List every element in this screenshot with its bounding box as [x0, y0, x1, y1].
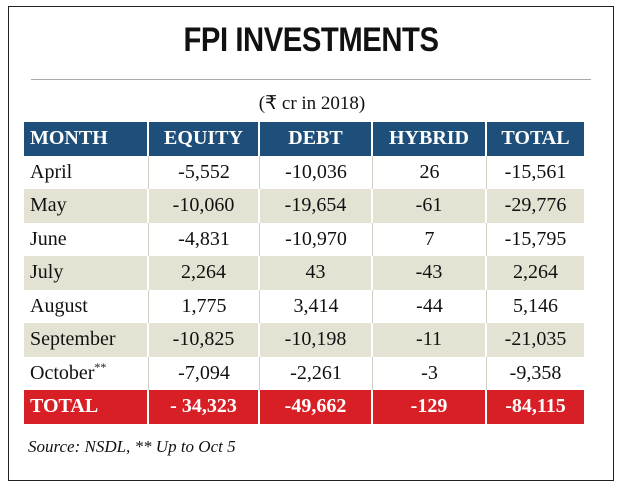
table-row: October** -7,094 -2,261 -3 -9,358 — [24, 356, 584, 390]
table-row: July 2,264 43 -43 2,264 — [24, 256, 584, 290]
cell-hybrid: -61 — [373, 189, 487, 223]
cell-equity: -10,060 — [149, 189, 260, 223]
table-row: September -10,825 -10,198 -11 -21,035 — [24, 323, 584, 357]
cell-hybrid: -43 — [373, 256, 487, 290]
cell-month: June — [24, 222, 149, 256]
cell-equity: 2,264 — [149, 256, 260, 290]
cell-debt: 43 — [260, 256, 373, 290]
chart-subtitle: (₹ cr in 2018) — [258, 93, 366, 114]
cell-month: September — [24, 323, 149, 357]
month-label: September — [30, 328, 116, 351]
cell-debt: -10,036 — [260, 155, 373, 189]
cell-month: October** — [24, 356, 149, 390]
fpi-table: MONTH EQUITY DEBT HYBRID TOTAL April -5,5… — [24, 122, 584, 424]
source-note: Source: NSDL, ** Up to Oct 5 — [28, 437, 236, 456]
cell-total: 2,264 — [487, 256, 584, 290]
total-hybrid: -129 — [373, 390, 487, 424]
month-label: June — [30, 227, 67, 250]
cell-month: May — [24, 189, 149, 223]
cell-debt: 3,414 — [260, 289, 373, 323]
table-row: May -10,060 -19,654 -61 -29,776 — [24, 189, 584, 223]
table-row: August 1,775 3,414 -44 5,146 — [24, 289, 584, 323]
month-label: October — [30, 361, 95, 384]
cell-equity: -5,552 — [149, 155, 260, 189]
cell-equity: -7,094 — [149, 356, 260, 390]
cell-hybrid: 26 — [373, 155, 487, 189]
footnote-marker: ** — [94, 359, 107, 374]
total-equity: - 34,323 — [149, 390, 260, 424]
cell-hybrid: 7 — [373, 222, 487, 256]
title-divider — [31, 79, 591, 80]
table-header-row: MONTH EQUITY DEBT HYBRID TOTAL — [24, 122, 584, 156]
table-row: April -5,552 -10,036 26 -15,561 — [24, 155, 584, 189]
cell-hybrid: -3 — [373, 356, 487, 390]
cell-total: -21,035 — [487, 323, 584, 357]
total-total: -84,115 — [487, 390, 584, 424]
total-label: TOTAL — [24, 390, 149, 424]
cell-equity: -4,831 — [149, 222, 260, 256]
cell-month: August — [24, 289, 149, 323]
month-label: August — [30, 294, 88, 317]
cell-total: -9,358 — [487, 356, 584, 390]
cell-hybrid: -44 — [373, 289, 487, 323]
column-header-equity: EQUITY — [149, 122, 260, 156]
column-header-debt: DEBT — [260, 122, 373, 156]
table-row: June -4,831 -10,970 7 -15,795 — [24, 222, 584, 256]
cell-month: July — [24, 256, 149, 290]
month-label: July — [30, 261, 64, 284]
cell-hybrid: -11 — [373, 323, 487, 357]
chart-title: FPI INVESTMENTS — [183, 21, 439, 59]
month-label: May — [30, 194, 67, 217]
total-debt: -49,662 — [260, 390, 373, 424]
column-header-hybrid: HYBRID — [373, 122, 487, 156]
cell-total: -15,561 — [487, 155, 584, 189]
cell-total: 5,146 — [487, 289, 584, 323]
cell-total: -15,795 — [487, 222, 584, 256]
column-header-month: MONTH — [24, 122, 149, 156]
column-header-total: TOTAL — [487, 122, 584, 156]
table-body: April -5,552 -10,036 26 -15,561 May -10,060 -19… — [24, 155, 584, 390]
cell-debt: -10,970 — [260, 222, 373, 256]
cell-equity: -10,825 — [149, 323, 260, 357]
cell-month: April — [24, 155, 149, 189]
month-label: April — [30, 160, 73, 183]
cell-debt: -10,198 — [260, 323, 373, 357]
cell-total: -29,776 — [487, 189, 584, 223]
cell-debt: -2,261 — [260, 356, 373, 390]
total-row: TOTAL - 34,323 -49,662 -129 -84,115 — [24, 390, 584, 424]
cell-debt: -19,654 — [260, 189, 373, 223]
cell-equity: 1,775 — [149, 289, 260, 323]
